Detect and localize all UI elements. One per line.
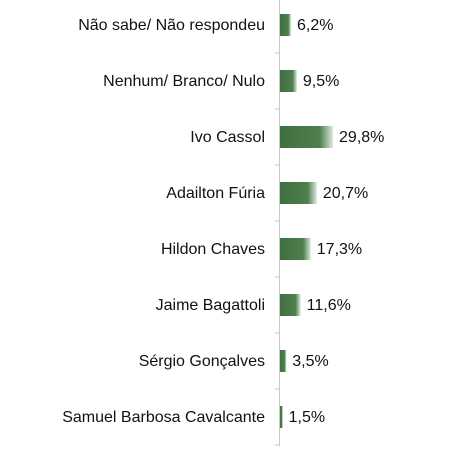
category-label: Ivo Cassol xyxy=(190,129,265,146)
bar xyxy=(280,238,311,260)
value-label: 20,7% xyxy=(323,185,368,202)
value-label: 6,2% xyxy=(297,17,333,34)
category-label: Hildon Chaves xyxy=(161,241,265,258)
category-label: Jaime Bagattoli xyxy=(156,297,265,314)
value-label: 17,3% xyxy=(317,241,362,258)
bar xyxy=(280,350,287,372)
value-label: 29,8% xyxy=(339,129,384,146)
value-label: 3,5% xyxy=(292,353,328,370)
bar xyxy=(280,126,334,148)
bar xyxy=(280,182,317,204)
bar xyxy=(280,14,292,36)
value-label: 1,5% xyxy=(289,409,325,426)
category-label: Sérgio Gonçalves xyxy=(139,353,265,370)
bar xyxy=(280,70,297,92)
bar xyxy=(280,294,301,316)
category-label: Adailton Fúria xyxy=(166,185,265,202)
category-label: Samuel Barbosa Cavalcante xyxy=(62,409,265,426)
category-label: Não sabe/ Não respondeu xyxy=(78,17,265,34)
bar xyxy=(280,406,283,428)
value-label: 11,6% xyxy=(307,297,351,314)
value-label: 9,5% xyxy=(303,73,339,90)
category-label: Nenhum/ Branco/ Nulo xyxy=(103,73,265,90)
